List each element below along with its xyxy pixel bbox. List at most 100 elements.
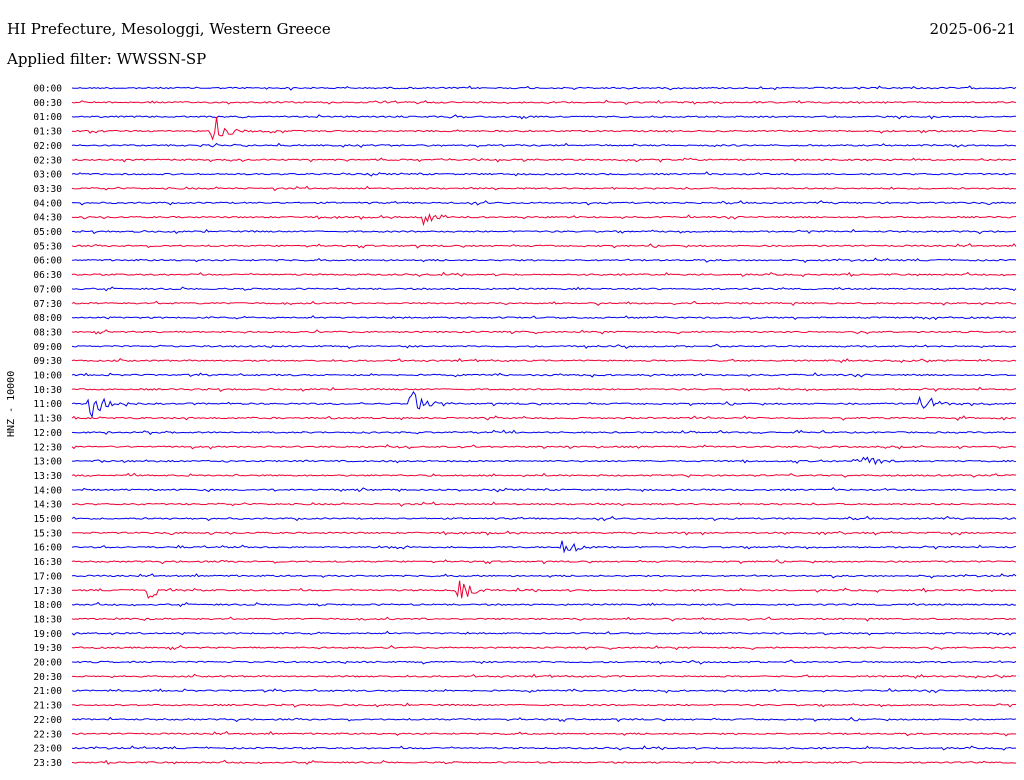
seismic-trace-line xyxy=(71,472,1017,478)
seismic-trace-line xyxy=(71,390,1017,419)
seismic-trace-line xyxy=(71,85,1017,91)
time-tick-label: 22:30 xyxy=(33,729,62,740)
seismic-trace-line xyxy=(71,315,1017,321)
time-tick-label: 05:30 xyxy=(33,241,62,252)
seismic-trace-line xyxy=(71,243,1017,249)
seismic-trace-line xyxy=(71,659,1017,665)
time-tick-label: 17:30 xyxy=(33,586,62,597)
seismic-trace-line xyxy=(71,116,1017,141)
seismic-trace-line xyxy=(71,185,1016,192)
seismic-trace-line xyxy=(71,601,1017,608)
time-tick-label: 23:00 xyxy=(33,744,62,755)
seismic-trace-line xyxy=(71,687,1017,694)
time-tick-label: 03:30 xyxy=(33,184,62,195)
seismic-trace-line xyxy=(71,257,1017,263)
time-tick-label: 07:00 xyxy=(33,284,62,295)
seismic-trace-line xyxy=(71,558,1017,565)
time-tick-label: 13:30 xyxy=(33,471,62,482)
time-tick-label: 04:00 xyxy=(33,198,62,209)
seismic-trace-line xyxy=(71,731,1017,737)
time-tick-label: 00:30 xyxy=(33,98,62,109)
time-tick-label: 08:00 xyxy=(33,313,62,324)
seismic-trace-line xyxy=(71,329,1017,335)
seismic-trace-line xyxy=(71,759,1017,765)
time-tick-label: 22:00 xyxy=(33,715,62,726)
time-tick-label: 02:00 xyxy=(33,141,62,152)
seismic-trace-line xyxy=(71,716,1017,723)
seismic-trace-line xyxy=(71,616,1017,622)
time-tick-label: 19:00 xyxy=(33,629,62,640)
time-tick-label: 10:30 xyxy=(33,385,62,396)
seismic-trace-line xyxy=(71,142,1016,148)
seismic-trace-line xyxy=(71,157,1017,163)
seismic-trace-line xyxy=(71,212,1017,227)
seismic-trace-line xyxy=(71,343,1017,349)
time-tick-label: 06:00 xyxy=(33,256,62,267)
date-label: 2025-06-21 xyxy=(929,20,1016,38)
time-tick-label: 15:30 xyxy=(33,528,62,539)
time-tick-label: 19:30 xyxy=(33,643,62,654)
seismic-trace-line xyxy=(71,515,1017,522)
seismic-trace-line xyxy=(71,501,1017,507)
time-tick-label: 14:30 xyxy=(33,500,62,511)
time-tick-label: 23:30 xyxy=(33,758,62,769)
seismic-trace-line xyxy=(71,630,1017,636)
time-tick-label: 11:00 xyxy=(33,399,62,410)
time-tick-label: 18:00 xyxy=(33,600,62,611)
time-tick-label: 12:00 xyxy=(33,428,62,439)
time-tick-label: 08:30 xyxy=(33,327,62,338)
time-tick-label: 04:30 xyxy=(33,213,62,224)
time-tick-label: 16:30 xyxy=(33,557,62,568)
station-title: HI Prefecture, Mesologgi, Western Greece xyxy=(7,20,331,38)
seismic-trace-line xyxy=(71,540,1017,554)
time-tick-label: 16:00 xyxy=(33,543,62,554)
seismic-trace-line xyxy=(71,286,1017,292)
time-tick-label: 02:30 xyxy=(33,155,62,166)
time-tick-label: 10:00 xyxy=(33,371,62,382)
time-tick-label: 13:00 xyxy=(33,457,62,468)
time-tick-label: 14:00 xyxy=(33,485,62,496)
seismic-trace-line xyxy=(71,271,1017,278)
time-tick-label: 17:00 xyxy=(33,571,62,582)
time-tick-label: 21:30 xyxy=(33,701,62,712)
seismic-trace-line xyxy=(71,372,1017,378)
seismic-trace-line xyxy=(71,644,1017,651)
time-tick-label: 07:30 xyxy=(33,299,62,310)
time-tick-label: 15:00 xyxy=(33,514,62,525)
seismic-trace-line xyxy=(71,415,1017,421)
seismic-trace-line xyxy=(71,530,1017,536)
time-tick-label: 09:00 xyxy=(33,342,62,353)
seismic-trace-line xyxy=(71,300,1017,307)
time-tick-label: 01:00 xyxy=(33,112,62,123)
seismic-trace-line xyxy=(71,573,1017,579)
time-tick-label: 05:00 xyxy=(33,227,62,238)
seismic-trace-line xyxy=(71,171,1017,177)
seismic-trace-line xyxy=(71,228,1017,235)
time-tick-label: 00:00 xyxy=(33,84,62,95)
seismic-trace-line xyxy=(71,357,1017,364)
seismic-trace-line xyxy=(71,200,1017,206)
seismic-trace-line xyxy=(71,99,1017,106)
seismic-trace-line xyxy=(71,429,1016,436)
seismic-trace-line xyxy=(71,486,1017,493)
time-tick-label: 03:00 xyxy=(33,170,62,181)
seismic-trace-line xyxy=(71,745,1017,751)
time-tick-label: 06:30 xyxy=(33,270,62,281)
seismic-trace-line xyxy=(71,114,1017,120)
time-tick-label: 12:30 xyxy=(33,442,62,453)
seismic-trace-line xyxy=(71,702,1017,708)
time-tick-label: 01:30 xyxy=(33,127,62,138)
time-tick-label: 11:30 xyxy=(33,414,62,425)
time-tick-label: 20:00 xyxy=(33,658,62,669)
time-tick-label: 18:30 xyxy=(33,614,62,625)
seismic-trace-line xyxy=(71,386,1017,392)
time-tick-label: 09:30 xyxy=(33,356,62,367)
seismic-trace-line xyxy=(72,673,1016,679)
time-tick-label: 20:30 xyxy=(33,672,62,683)
time-tick-label: 21:00 xyxy=(33,686,62,697)
seismic-trace-line xyxy=(71,456,1017,466)
seismic-trace-line xyxy=(72,580,1017,599)
seismic-trace-line xyxy=(71,444,1017,450)
filter-label: Applied filter: WWSSN-SP xyxy=(7,50,207,68)
